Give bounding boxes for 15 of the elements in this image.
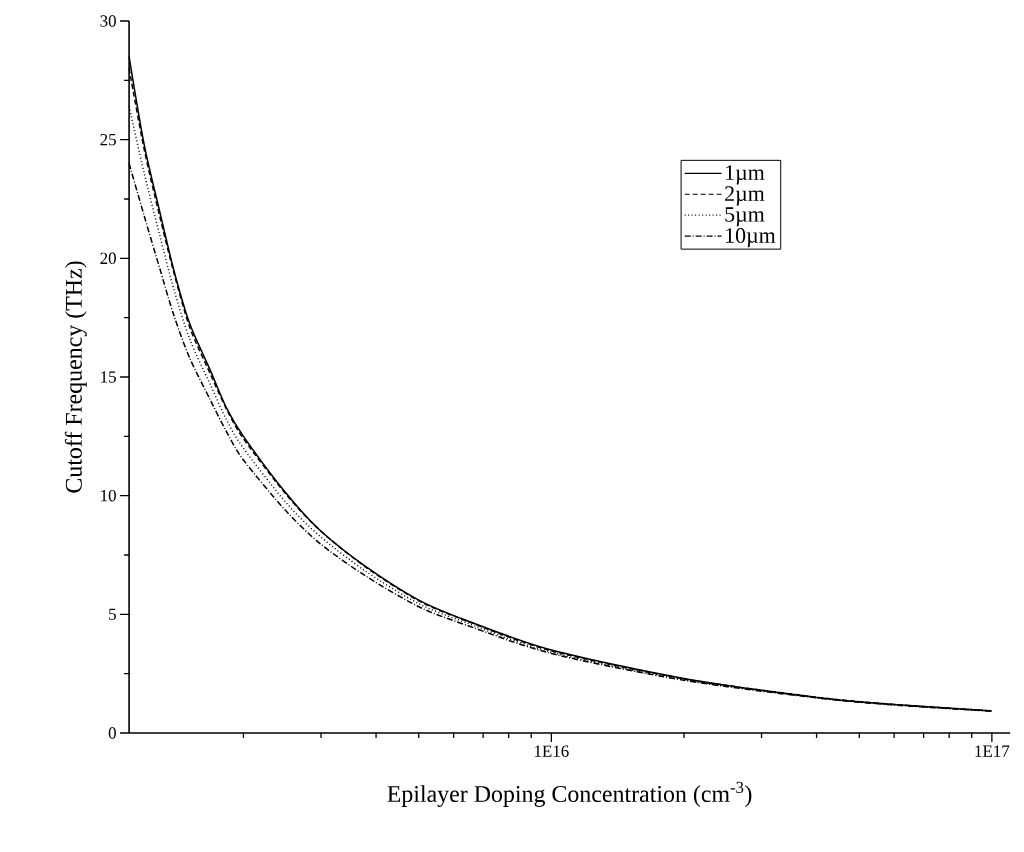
x-tick-label: 1E17 <box>975 745 1010 757</box>
y-axis-title: Cutoff Frequency (THz) <box>64 261 87 493</box>
legend-label: 5µm <box>725 207 765 227</box>
y-tick-label: 0 <box>108 727 116 739</box>
x-tick-label: 1E16 <box>534 745 569 757</box>
y-tick-label: 25 <box>100 133 116 146</box>
legend-label: 10µm <box>726 228 776 248</box>
y-tick-label: 10 <box>101 489 116 502</box>
legend-label: 1µm <box>726 165 765 185</box>
y-tick-label: 5 <box>109 608 116 620</box>
x-axis-title: Epilayer Doping Concentration (cm$^{-3}$) <box>387 781 752 807</box>
legend-label: 2µm <box>725 186 765 206</box>
y-tick-label: 20 <box>100 252 116 265</box>
y-tick-label: 15 <box>101 371 116 383</box>
y-tick-label: 30 <box>100 15 116 27</box>
